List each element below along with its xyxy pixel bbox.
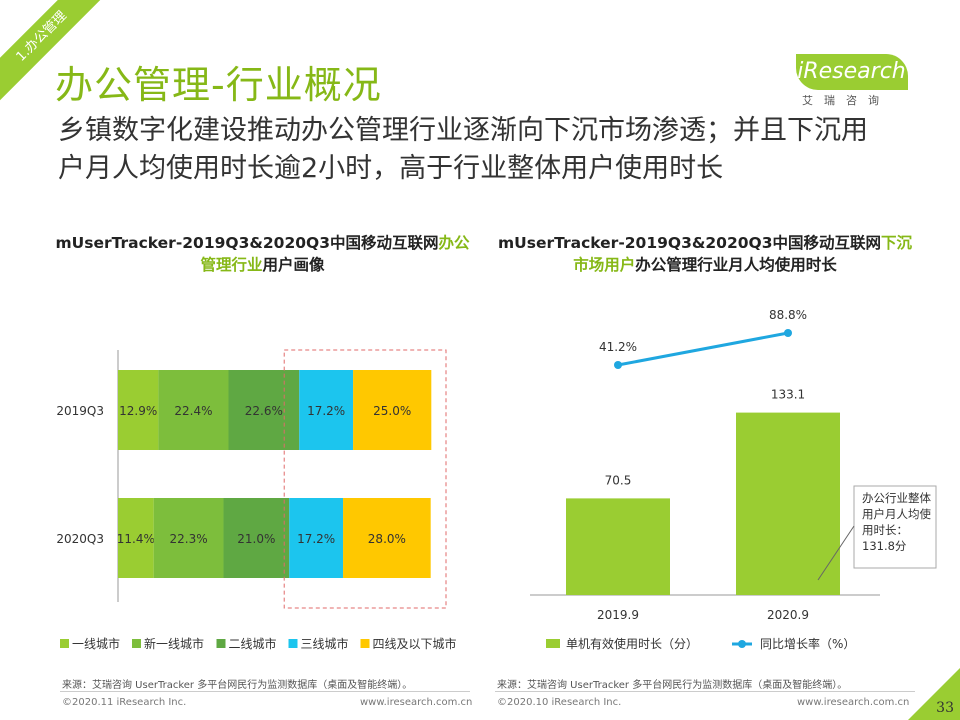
bar-value-label: 25.0%: [373, 404, 411, 418]
bar-value-label: 22.6%: [245, 404, 283, 418]
x-tick-label: 2020.9: [767, 608, 809, 622]
left-footer-copyright: ©2020.11 iResearch Inc.: [62, 697, 187, 708]
callout-text: 用户月人均使: [862, 507, 931, 521]
legend-swatch: [360, 639, 370, 648]
legend-line-marker: [738, 640, 746, 648]
category-label: 2020Q3: [56, 532, 104, 546]
legend-swatch: [216, 639, 226, 648]
growth-point: [614, 361, 622, 369]
left-title-highlight: 办公管理行业: [200, 234, 470, 274]
right-chart-title: mUserTracker-2019Q3&2020Q3中国移动互联网下沉市场用户办…: [495, 232, 915, 276]
bar-segment: [343, 498, 431, 578]
legend-label-bar: 单机有效使用时长（分）: [566, 636, 698, 651]
bar-value-label: 22.3%: [170, 532, 208, 546]
left-title-post: 用户画像: [262, 256, 325, 274]
bar-value-label: 12.9%: [119, 404, 157, 418]
left-source: 来源：艾瑞咨询 UserTracker 多平台网民行为监测数据库（桌面及智能终端…: [62, 680, 413, 691]
bar-value-label: 21.0%: [237, 532, 275, 546]
page-title: 办公管理-行业概况: [55, 63, 382, 107]
right-footer-url: www.iresearch.com.cn: [797, 697, 910, 708]
bar-segment: [289, 498, 344, 578]
bar-segment: [153, 498, 224, 578]
callout-text: 131.8分: [862, 539, 907, 553]
bar-value-label: 22.4%: [174, 404, 212, 418]
left-footer-rule: [60, 691, 470, 692]
bar: [736, 412, 840, 595]
legend-label: 四线及以下城市: [373, 636, 457, 651]
bar-value-label: 70.5: [605, 473, 632, 487]
growth-value-label: 41.2%: [599, 340, 637, 354]
right-bar-line-chart: 70.5 2019.9 133.1 2020.9 41.2% 88.8% 办公行业整体用户月…: [530, 308, 937, 651]
legend-label: 新一线城市: [144, 636, 204, 651]
growth-line: [617, 331, 789, 367]
corner-triangle: [908, 668, 960, 720]
bar: [566, 498, 670, 595]
legend-label: 一线城市: [72, 636, 120, 651]
bar-value-label: 28.0%: [368, 532, 406, 546]
bar-segment: [353, 370, 432, 450]
page-subtitle: 乡镇数字化建设推动办公管理行业逐渐向下沉市场渗透；并且下沉用户月人均使用时长逾2…: [58, 115, 868, 184]
legend-swatch: [132, 639, 141, 648]
iresearch-logo: iResearch 艾瑞咨询: [790, 48, 915, 110]
logo-wordmark: iResearch: [797, 59, 906, 84]
highlight-box: [283, 349, 447, 609]
right-title-post: 办公管理行业月人均使用时长: [635, 256, 837, 274]
bar-value-label: 17.2%: [297, 532, 335, 546]
growth-value-label: 88.8%: [769, 308, 807, 322]
bar-value-label: 17.2%: [307, 404, 345, 418]
bar-segment: [118, 498, 154, 578]
callout-box: [853, 485, 937, 569]
left-stacked-bar-chart: 2019Q3 12.9% 22.4% 22.6% 17.2% 25.0% 2020Q3 11.…: [56, 349, 457, 651]
x-tick-label: 2019.9: [597, 608, 639, 622]
growth-point: [784, 329, 792, 337]
legend-swatch-bar: [546, 639, 560, 648]
logo-cn: 艾瑞咨询: [802, 94, 890, 107]
category-label: 2019Q3: [56, 404, 104, 418]
right-title-highlight: 下沉市场用户: [573, 234, 912, 274]
bar-segment: [158, 370, 229, 450]
callout-text: 用时长：: [862, 523, 908, 537]
left-chart-title: mUserTracker-2019Q3&2020Q3中国移动互联网办公管理行业用…: [50, 232, 475, 276]
callout-text: 办公行业整体: [862, 491, 931, 505]
right-source: 来源：艾瑞咨询 UserTracker 多平台网民行为监测数据库（桌面及智能终端…: [497, 680, 848, 691]
legend-label: 三线城市: [301, 636, 349, 651]
legend-label: 二线城市: [229, 636, 277, 651]
bar-segment: [228, 370, 300, 450]
legend-swatch: [288, 639, 298, 648]
callout-leader: [817, 525, 855, 581]
bar-segment: [118, 370, 159, 450]
legend-label-line: 同比增长率（%）: [760, 636, 855, 651]
right-title-pre: mUserTracker-2019Q3&2020Q3中国移动互联网: [498, 234, 881, 252]
legend-swatch: [60, 639, 69, 648]
page-corner: 33: [908, 668, 960, 720]
right-footer-rule: [495, 691, 915, 692]
left-title-pre: mUserTracker-2019Q3&2020Q3中国移动互联网: [55, 234, 439, 252]
bar-value-label: 11.4%: [117, 532, 155, 546]
left-footer-url: www.iresearch.com.cn: [360, 697, 473, 708]
page-number: 33: [936, 700, 954, 716]
right-footer-copyright: ©2020.10 iResearch Inc.: [497, 697, 622, 708]
bar-segment: [223, 498, 290, 578]
bar-segment: [299, 370, 354, 450]
logo-leaf-shape: [796, 54, 908, 90]
bar-value-label: 133.1: [771, 388, 805, 402]
